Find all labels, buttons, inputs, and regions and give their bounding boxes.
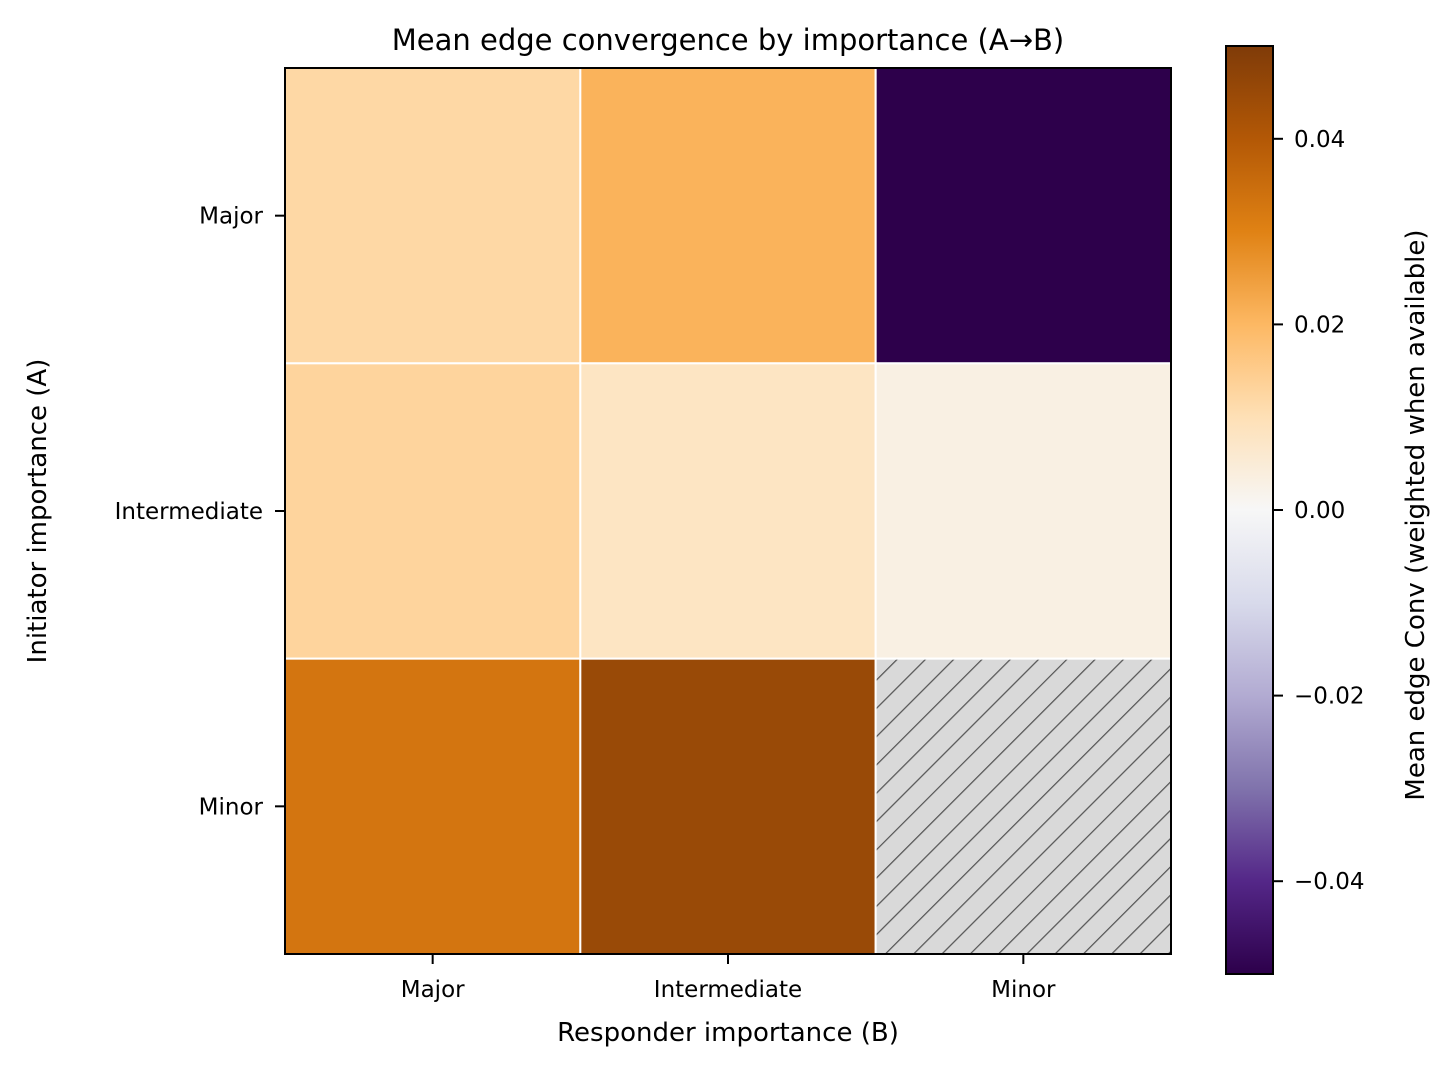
colorbar-tick-label: −0.02 [1294,684,1364,710]
cell-major-minor [874,67,1173,365]
cell-minor-major [284,657,582,956]
colorbar-tick-label: 0.04 [1294,127,1345,153]
colorbar-tick-label: 0.02 [1294,312,1345,338]
colorbar-label: Mean edge Conv (weighted when available) [1401,229,1431,800]
y-axis-label: Initiator importance (A) [23,359,53,664]
colorbar-tick-label: 0.00 [1294,498,1345,524]
cell-major-major [284,67,582,365]
cell-minor-intermediate [579,657,877,956]
x-tick-label: Intermediate [654,977,802,1003]
y-axis: Major Intermediate Minor [115,204,285,820]
heatmap-cells [284,67,1173,956]
x-tick-label: Major [401,977,465,1003]
cell-minor-minor-missing [874,657,1173,956]
x-axis-label: Responder importance (B) [557,1018,899,1048]
y-tick-label: Major [199,204,263,230]
chart-title: Mean edge convergence by importance (A→B… [392,23,1064,57]
x-tick-label: Minor [991,977,1056,1003]
cell-intermediate-major [284,362,582,660]
colorbar-ticks: −0.04 −0.02 0.00 0.02 0.04 [1273,127,1364,895]
y-tick-label: Intermediate [115,499,263,525]
x-axis: Major Intermediate Minor [401,954,1056,1003]
colorbar [1225,45,1274,975]
colorbar-tick-label: −0.04 [1294,869,1364,895]
y-tick-label: Minor [199,794,264,820]
cell-major-intermediate [579,67,877,365]
cell-intermediate-minor [874,362,1173,660]
cell-intermediate-intermediate [579,362,877,660]
